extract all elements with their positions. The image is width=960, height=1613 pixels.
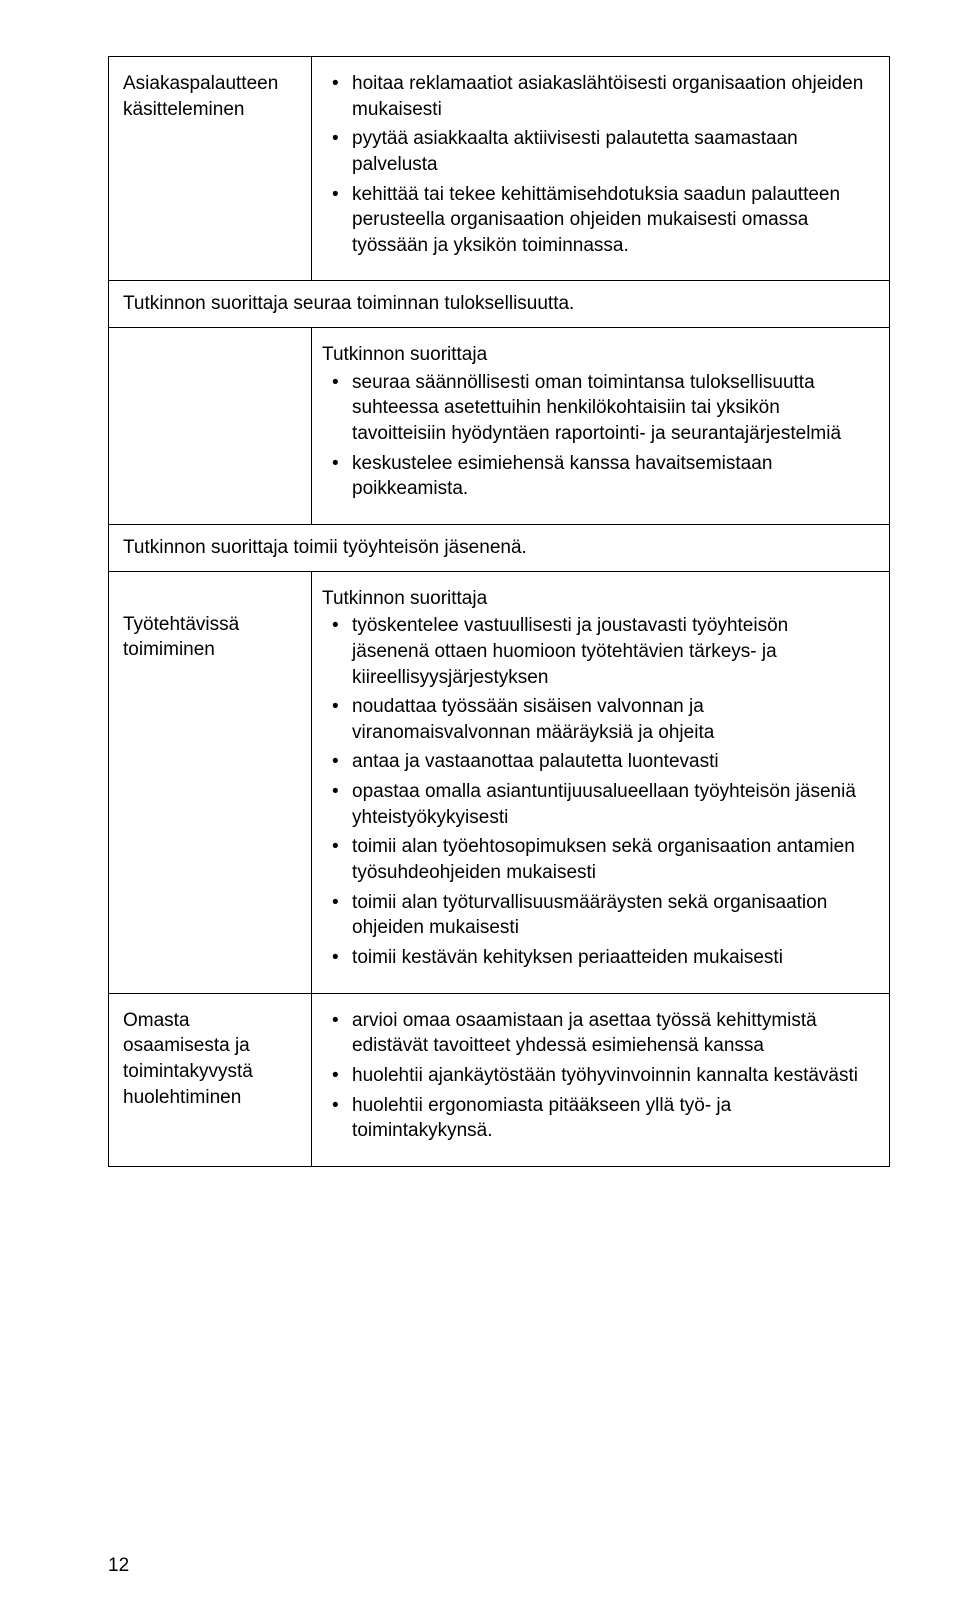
list-item: opastaa omalla asiantuntijuusalueellaan … (322, 779, 869, 830)
bullet-list: hoitaa reklamaatiot asiakaslähtöisesti o… (322, 71, 869, 258)
list-item: hoitaa reklamaatiot asiakaslähtöisesti o… (322, 71, 869, 122)
table-row: Tutkinnon suorittaja seuraa säännöllises… (109, 328, 890, 525)
section-header-row: Tutkinnon suorittaja seuraa toiminnan tu… (109, 281, 890, 328)
table-row: Asiakaspalautteen käsitteleminen hoitaa … (109, 57, 890, 281)
page: Asiakaspalautteen käsitteleminen hoitaa … (0, 0, 960, 1613)
page-number: 12 (108, 1555, 129, 1577)
list-item: toimii kestävän kehityksen periaatteiden… (322, 945, 869, 971)
table-row: Työtehtävissä toimiminen Tutkinnon suori… (109, 571, 890, 993)
lead-text: Tutkinnon suorittaja (322, 342, 869, 368)
row-label-empty (109, 328, 312, 525)
table-row: Omasta osaamisesta ja toimintakyvystä hu… (109, 993, 890, 1166)
list-item: huolehtii ergonomiasta pitääkseen yllä t… (322, 1093, 869, 1144)
row-content: Tutkinnon suorittaja työskentelee vastuu… (312, 571, 890, 993)
criteria-table: Asiakaspalautteen käsitteleminen hoitaa … (108, 56, 890, 1167)
row-label: Asiakaspalautteen käsitteleminen (109, 57, 312, 281)
bullet-list: seuraa säännöllisesti oman toimintansa t… (322, 370, 869, 502)
lead-text: Tutkinnon suorittaja (322, 586, 869, 612)
list-item: toimii alan työehtosopimuksen sekä organ… (322, 834, 869, 885)
list-item: keskustelee esimiehensä kanssa havaitsem… (322, 451, 869, 502)
label-text: Omasta osaamisesta ja toimintakyvystä hu… (123, 1010, 253, 1108)
label-text: Asiakaspalautteen käsitteleminen (123, 73, 278, 120)
list-item: pyytää asiakkaalta aktiivisesti palautet… (322, 126, 869, 177)
row-content: Tutkinnon suorittaja seuraa säännöllises… (312, 328, 890, 525)
list-item: arvioi omaa osaamistaan ja asettaa työss… (322, 1008, 869, 1059)
row-label: Omasta osaamisesta ja toimintakyvystä hu… (109, 993, 312, 1166)
row-content: arvioi omaa osaamistaan ja asettaa työss… (312, 993, 890, 1166)
list-item: työskentelee vastuullisesti ja joustavas… (322, 613, 869, 690)
list-item: toimii alan työturvallisuusmääräysten se… (322, 890, 869, 941)
list-item: noudattaa työssään sisäisen valvonnan ja… (322, 694, 869, 745)
section-header: Tutkinnon suorittaja toimii työyhteisön … (109, 524, 890, 571)
section-header-row: Tutkinnon suorittaja toimii työyhteisön … (109, 524, 890, 571)
list-item: antaa ja vastaanottaa palautetta luontev… (322, 749, 869, 775)
list-item: seuraa säännöllisesti oman toimintansa t… (322, 370, 869, 447)
section-header-text: Tutkinnon suorittaja seuraa toiminnan tu… (123, 293, 574, 314)
list-item: huolehtii ajankäytöstään työhyvinvoinnin… (322, 1063, 869, 1089)
row-content: hoitaa reklamaatiot asiakaslähtöisesti o… (312, 57, 890, 281)
bullet-list: arvioi omaa osaamistaan ja asettaa työss… (322, 1008, 869, 1144)
label-text: Työtehtävissä toimiminen (123, 614, 239, 661)
section-header-text: Tutkinnon suorittaja toimii työyhteisön … (123, 537, 527, 558)
bullet-list: työskentelee vastuullisesti ja joustavas… (322, 613, 869, 970)
list-item: kehittää tai tekee kehittämisehdotuksia … (322, 182, 869, 259)
row-label: Työtehtävissä toimiminen (109, 571, 312, 993)
section-header: Tutkinnon suorittaja seuraa toiminnan tu… (109, 281, 890, 328)
